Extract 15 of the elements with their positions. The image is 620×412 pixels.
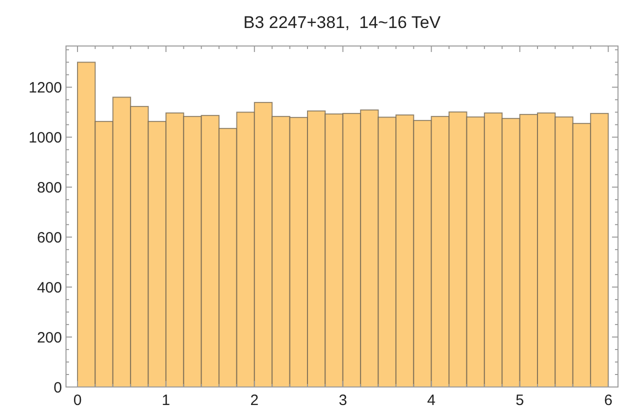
y-tick-label: 0 (54, 379, 62, 396)
x-tick-label: 4 (427, 392, 436, 409)
y-tick-label: 400 (36, 279, 62, 296)
x-tick-label: 1 (162, 392, 170, 409)
y-tick-label: 600 (36, 229, 62, 246)
y-tick-label: 1200 (28, 79, 62, 96)
y-tick-label: 1000 (28, 129, 62, 146)
y-tick-label: 800 (36, 179, 62, 196)
y-tick-label: 200 (36, 329, 62, 346)
x-tick-label: 3 (338, 392, 348, 409)
x-tick-label: 5 (516, 392, 524, 409)
x-tick-label: 6 (604, 392, 612, 409)
x-tick-label: 2 (250, 392, 259, 409)
x-tick-label: 0 (73, 392, 82, 409)
chart-title: B3 2247+381, 14~16 TeV (243, 13, 442, 32)
